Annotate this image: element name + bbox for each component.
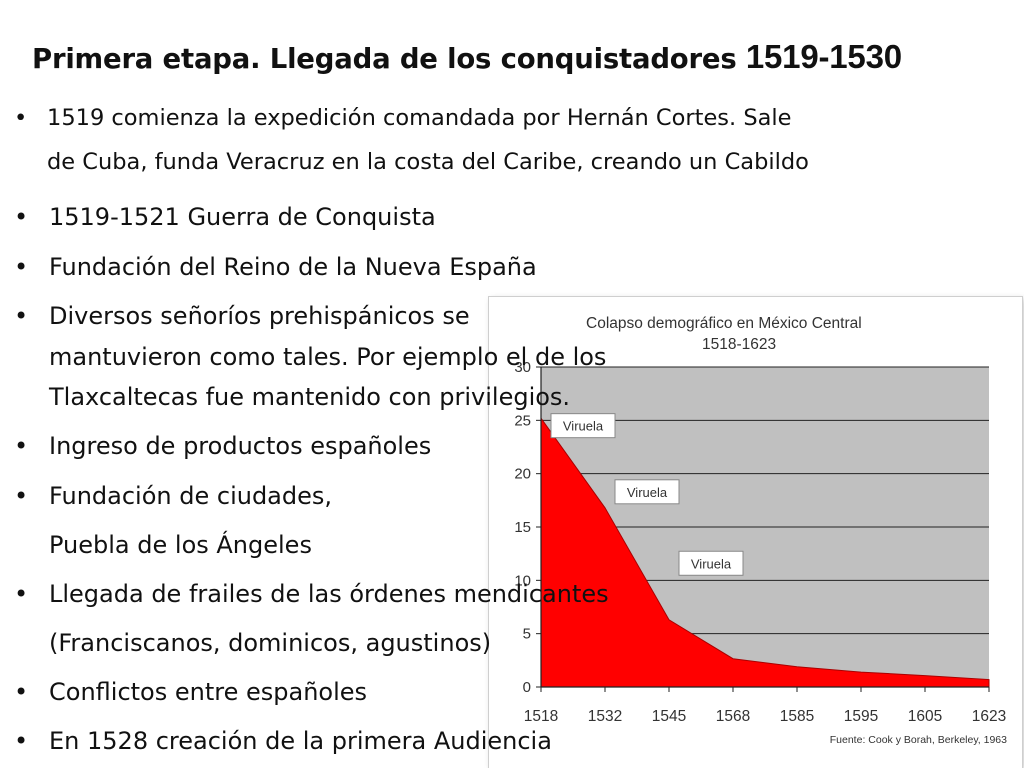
- bullet-text: Ingreso de productos españoles: [49, 432, 432, 460]
- y-tick-label: 20: [514, 466, 531, 483]
- y-tick-label: 25: [514, 412, 531, 429]
- x-tick-label: 1518: [524, 708, 558, 725]
- x-tick-label: 1545: [652, 708, 686, 725]
- bullet-text-continued: Tlaxcaltecas fue mantenido con privilegi…: [49, 383, 571, 411]
- annotation-label: Viruela: [563, 419, 604, 434]
- y-tick-label: 0: [523, 679, 531, 696]
- annotation-box: [550, 413, 616, 439]
- x-tick-label: 1605: [908, 708, 942, 725]
- bullet-text: Diversos señoríos prehispánicos se: [49, 302, 470, 330]
- chart-svg: Colapso demográfico en México Central151…: [514, 315, 1007, 746]
- bullet-text-continued: mantuvieron como tales. Por ejemplo el d…: [49, 343, 607, 371]
- bullet-dot: •: [14, 302, 29, 330]
- area-series: [540, 416, 990, 688]
- annotation-box: [678, 550, 744, 576]
- slide-title: Primera etapa. Llegada de los conquistad…: [32, 38, 1012, 76]
- chart-source: Fuente: Cook y Borah, Berkeley, 1963: [830, 734, 1007, 746]
- bullet-text-continued: de Cuba, funda Veracruz en la costa del …: [47, 149, 809, 175]
- bullet-text: 1519-1521 Guerra de Conquista: [49, 203, 436, 231]
- y-tick-label: 5: [523, 626, 531, 643]
- annotation-label: Viruela: [627, 485, 668, 500]
- bullet-text: En 1528 creación de la primera Audiencia: [49, 727, 552, 755]
- bullet-text: 1519 comienza la expedición comandada po…: [47, 105, 792, 131]
- bullet-text: Llegada de frailes de las órdenes mendic…: [49, 580, 609, 608]
- bullet-dot: •: [14, 727, 29, 755]
- annotation-box: [614, 479, 680, 505]
- bullet-text: Conflictos entre españoles: [49, 678, 368, 706]
- chart-subtitle: 1518-1623: [702, 336, 776, 353]
- title-main: Primera etapa. Llegada de los conquistad…: [32, 43, 746, 75]
- bullet-dot: •: [14, 580, 29, 608]
- y-tick-label: 15: [514, 519, 531, 536]
- bullet-dot: •: [14, 253, 29, 281]
- annotation-label: Viruela: [691, 556, 732, 571]
- demographic-chart: Colapso demográfico en México Central 151…: [489, 297, 1022, 768]
- x-tick-label: 1568: [716, 708, 750, 725]
- bullet-text: Fundación del Reino de la Nueva España: [49, 253, 537, 281]
- x-tick-label: 1623: [972, 708, 1006, 725]
- bullet-dot: •: [14, 203, 29, 231]
- title-year: 1519-1530: [745, 38, 902, 75]
- y-tick-label: 30: [514, 359, 531, 376]
- bullet-dot: •: [14, 482, 29, 510]
- x-tick-label: 1532: [588, 708, 622, 725]
- bullet-dot: •: [14, 432, 29, 460]
- bullet-text: Fundación de ciudades,: [49, 482, 333, 510]
- bullet-text-continued: Puebla de los Ángeles: [49, 531, 312, 559]
- bullet-dot: •: [14, 105, 28, 131]
- x-tick-label: 1585: [780, 708, 814, 725]
- y-tick-label: 10: [514, 572, 531, 589]
- chart-title: Colapso demográfico en México Central: [586, 315, 862, 332]
- bullet-text-continued: (Franciscanos, dominicos, agustinos): [49, 629, 492, 657]
- x-tick-label: 1595: [844, 708, 878, 725]
- bullet-dot: •: [14, 678, 29, 706]
